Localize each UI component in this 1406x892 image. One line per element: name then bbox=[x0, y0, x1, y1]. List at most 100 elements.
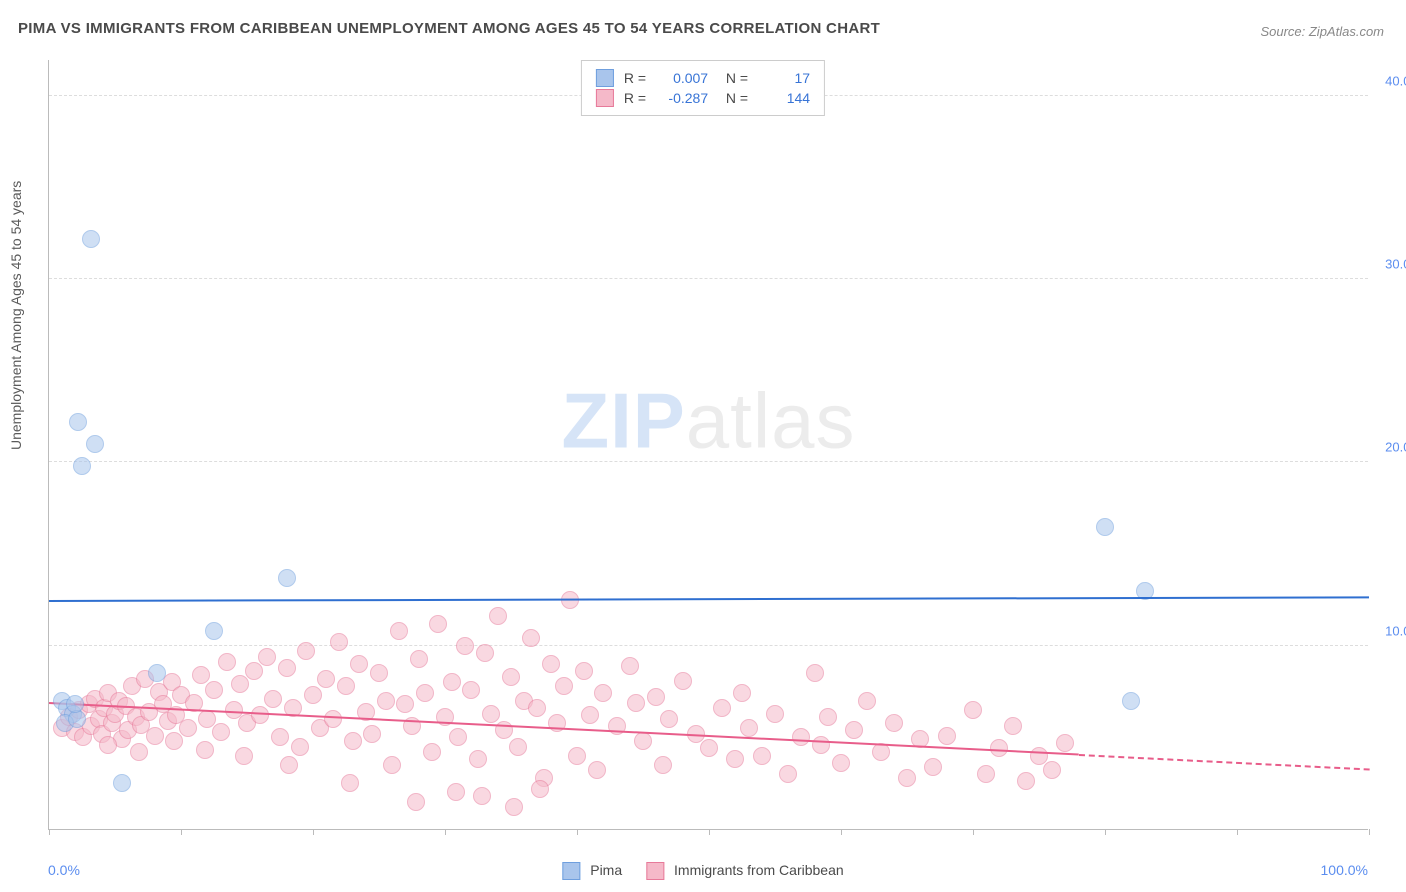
watermark: ZIPatlas bbox=[561, 376, 855, 467]
data-point bbox=[297, 642, 315, 660]
x-tick bbox=[49, 829, 50, 835]
data-point bbox=[858, 692, 876, 710]
data-point bbox=[700, 739, 718, 757]
data-point bbox=[753, 747, 771, 765]
y-tick-label: 10.0% bbox=[1385, 623, 1406, 638]
data-point bbox=[476, 644, 494, 662]
data-point bbox=[502, 668, 520, 686]
x-tick bbox=[181, 829, 182, 835]
legend-label-caribbean: Immigrants from Caribbean bbox=[674, 862, 844, 878]
data-point bbox=[410, 650, 428, 668]
data-point bbox=[674, 672, 692, 690]
data-point bbox=[1004, 717, 1022, 735]
data-point bbox=[885, 714, 903, 732]
y-tick-label: 40.0% bbox=[1385, 73, 1406, 88]
data-point bbox=[304, 686, 322, 704]
source-attribution: Source: ZipAtlas.com bbox=[1260, 24, 1384, 39]
data-point bbox=[245, 662, 263, 680]
data-point bbox=[806, 664, 824, 682]
data-point bbox=[99, 736, 117, 754]
data-point bbox=[69, 413, 87, 431]
data-point bbox=[337, 677, 355, 695]
data-point bbox=[148, 664, 166, 682]
series-legend: Pima Immigrants from Caribbean bbox=[562, 862, 843, 880]
legend-row-pima: R = 0.007 N = 17 bbox=[596, 69, 810, 87]
data-point bbox=[482, 705, 500, 723]
watermark-atlas: atlas bbox=[686, 377, 856, 465]
swatch-pima bbox=[596, 69, 614, 87]
data-point bbox=[924, 758, 942, 776]
gridline bbox=[49, 645, 1368, 646]
data-point bbox=[205, 681, 223, 699]
data-point bbox=[73, 457, 91, 475]
data-point bbox=[627, 694, 645, 712]
data-point bbox=[86, 435, 104, 453]
y-tick-label: 20.0% bbox=[1385, 440, 1406, 455]
trend-line bbox=[49, 596, 1369, 602]
data-point bbox=[588, 761, 606, 779]
data-point bbox=[218, 653, 236, 671]
y-tick-label: 30.0% bbox=[1385, 257, 1406, 272]
data-point bbox=[423, 743, 441, 761]
data-point bbox=[634, 732, 652, 750]
data-point bbox=[594, 684, 612, 702]
data-point bbox=[964, 701, 982, 719]
data-point bbox=[416, 684, 434, 702]
data-point bbox=[581, 706, 599, 724]
data-point bbox=[819, 708, 837, 726]
data-point bbox=[898, 769, 916, 787]
x-tick bbox=[577, 829, 578, 835]
data-point bbox=[977, 765, 995, 783]
data-point bbox=[258, 648, 276, 666]
data-point bbox=[733, 684, 751, 702]
data-point bbox=[205, 622, 223, 640]
data-point bbox=[363, 725, 381, 743]
data-point bbox=[66, 695, 84, 713]
n-value-caribbean: 144 bbox=[754, 90, 810, 106]
scatter-plot-area: ZIPatlas 10.0%20.0%30.0%40.0% bbox=[48, 60, 1368, 830]
swatch-pima bbox=[562, 862, 580, 880]
data-point bbox=[740, 719, 758, 737]
data-point bbox=[130, 743, 148, 761]
data-point bbox=[113, 774, 131, 792]
r-value-caribbean: -0.287 bbox=[652, 90, 708, 106]
data-point bbox=[792, 728, 810, 746]
swatch-caribbean bbox=[596, 89, 614, 107]
data-point bbox=[575, 662, 593, 680]
data-point bbox=[489, 607, 507, 625]
data-point bbox=[1043, 761, 1061, 779]
data-point bbox=[1017, 772, 1035, 790]
x-axis-max-label: 100.0% bbox=[1321, 862, 1368, 878]
data-point bbox=[324, 710, 342, 728]
data-point bbox=[370, 664, 388, 682]
data-point bbox=[713, 699, 731, 717]
data-point bbox=[456, 637, 474, 655]
legend-label-pima: Pima bbox=[590, 862, 622, 878]
data-point bbox=[251, 706, 269, 724]
data-point bbox=[429, 615, 447, 633]
data-point bbox=[555, 677, 573, 695]
data-point bbox=[1056, 734, 1074, 752]
data-point bbox=[264, 690, 282, 708]
data-point bbox=[779, 765, 797, 783]
data-point bbox=[146, 727, 164, 745]
data-point bbox=[212, 723, 230, 741]
data-point bbox=[621, 657, 639, 675]
data-point bbox=[469, 750, 487, 768]
x-tick bbox=[1369, 829, 1370, 835]
chart-title: PIMA VS IMMIGRANTS FROM CARIBBEAN UNEMPL… bbox=[18, 20, 880, 37]
gridline bbox=[49, 278, 1368, 279]
n-label: N = bbox=[718, 90, 748, 106]
data-point bbox=[317, 670, 335, 688]
x-axis-min-label: 0.0% bbox=[48, 862, 80, 878]
n-value-pima: 17 bbox=[754, 70, 810, 86]
data-point bbox=[341, 774, 359, 792]
data-point bbox=[383, 756, 401, 774]
watermark-zip: ZIP bbox=[561, 377, 685, 465]
data-point bbox=[447, 783, 465, 801]
x-tick bbox=[313, 829, 314, 835]
x-tick bbox=[1105, 829, 1106, 835]
x-tick bbox=[709, 829, 710, 835]
correlation-legend: R = 0.007 N = 17 R = -0.287 N = 144 bbox=[581, 60, 825, 116]
gridline bbox=[49, 461, 1368, 462]
